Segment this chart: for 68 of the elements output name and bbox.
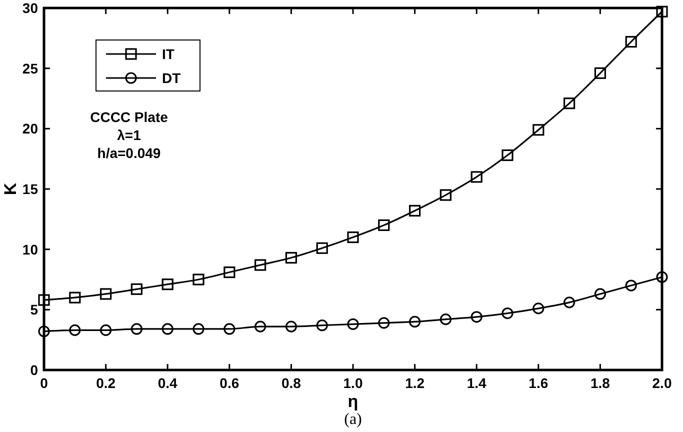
point — [594, 288, 606, 300]
point — [224, 323, 236, 335]
point — [192, 323, 204, 335]
point — [502, 149, 514, 162]
point — [254, 259, 266, 271]
point — [100, 288, 112, 300]
y-tick-label: 0 — [30, 362, 38, 378]
y-tick-label: 5 — [30, 302, 38, 318]
y-tick-label: 20 — [22, 120, 38, 137]
point — [625, 280, 637, 292]
point — [594, 67, 606, 79]
y-tick-label: 10 — [22, 241, 38, 258]
point — [532, 302, 544, 314]
point — [254, 320, 266, 332]
x-tick-label: 1.6 — [528, 375, 548, 391]
point — [162, 323, 174, 335]
point — [502, 307, 514, 320]
point — [564, 98, 576, 110]
x-tick-label: 1.4 — [466, 375, 487, 391]
point — [69, 324, 81, 336]
point — [285, 320, 297, 332]
point — [224, 266, 236, 278]
point — [38, 294, 50, 306]
x-tick-label: 1.8 — [590, 375, 610, 391]
point — [162, 278, 174, 290]
x-tick-label: 1.2 — [405, 375, 425, 391]
annotation: CCCC Plate — [90, 109, 168, 125]
point — [440, 314, 452, 326]
x-tick-label: 0.6 — [220, 375, 240, 391]
point — [625, 36, 637, 48]
point — [69, 292, 81, 304]
x-tick-label: 0 — [40, 375, 48, 391]
annotation: h/a=0.049 — [97, 145, 161, 161]
y-tick-label: 25 — [22, 60, 38, 76]
x-axis-title: η — [348, 392, 358, 411]
point — [38, 326, 50, 338]
point — [564, 296, 576, 308]
point — [347, 231, 359, 244]
legend-label: IT — [162, 46, 175, 62]
text: (a) — [344, 411, 362, 428]
y-tick-label: 15 — [22, 181, 38, 197]
point — [100, 324, 112, 336]
point — [378, 219, 390, 231]
point — [285, 252, 297, 264]
point — [409, 316, 421, 328]
point — [130, 323, 142, 335]
x-tick-label: 0.2 — [96, 375, 116, 391]
annotation: λ=1 — [117, 127, 142, 143]
y-tick-label: 30 — [22, 0, 38, 16]
point — [470, 311, 482, 323]
point — [192, 274, 204, 286]
x-tick-label: 2.0 — [652, 375, 672, 391]
point — [656, 6, 668, 18]
point — [130, 283, 142, 295]
x-tick-label: 0.4 — [158, 375, 178, 391]
point — [409, 204, 421, 217]
point — [656, 271, 668, 283]
point — [532, 124, 544, 136]
y-axis-title: K — [1, 182, 20, 196]
point — [316, 242, 328, 254]
point — [347, 318, 359, 330]
x-tick-label: 1.0 — [343, 375, 363, 391]
point — [316, 320, 328, 332]
point — [470, 171, 482, 183]
legend-label: DT — [162, 70, 182, 86]
point — [440, 189, 452, 201]
x-tick-label: 0.8 — [281, 375, 302, 391]
point — [378, 317, 390, 329]
